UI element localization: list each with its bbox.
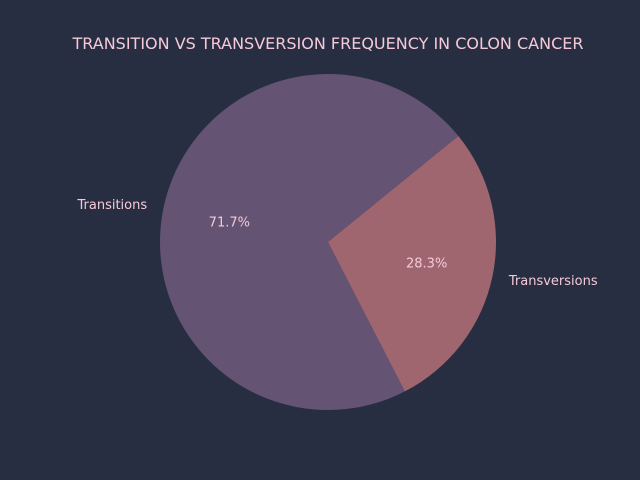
slice-category-label: Transversions (508, 274, 598, 289)
slice-percent-label: 28.3% (406, 257, 447, 272)
pie-slices (160, 74, 497, 411)
chart-title: TRANSITION VS TRANSVERSION FREQUENCY IN … (72, 34, 584, 53)
slice-category-label: Transitions (76, 198, 147, 213)
slice-percent-label: 71.7% (209, 215, 250, 230)
pie-slice-transitions (160, 74, 459, 411)
pie-labels: 71.7% Transitions 28.3% Transversions (76, 198, 597, 289)
pie-slice-transversions (328, 136, 497, 392)
